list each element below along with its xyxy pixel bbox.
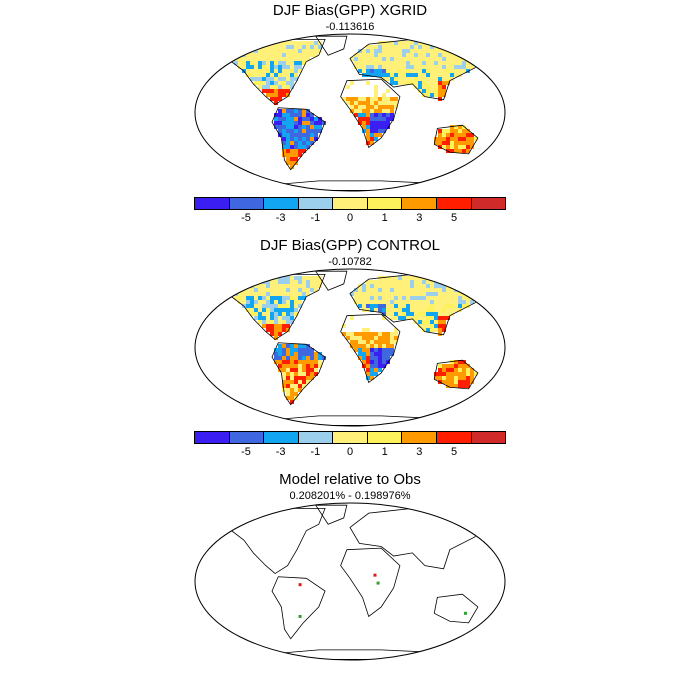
coastline-northAmerica <box>230 507 326 575</box>
coastline-northAmerica <box>230 273 326 341</box>
coastline-africa <box>340 78 401 149</box>
colorbar-swatch <box>333 432 368 443</box>
panel1-map <box>194 33 506 192</box>
coastline-greenland <box>314 35 348 56</box>
colorbar-swatch <box>367 198 403 209</box>
panel1-subtitle: -0.113616 <box>325 21 375 33</box>
colorbar-swatch <box>229 198 265 209</box>
coastline-southAmerica <box>271 107 326 171</box>
colorbar-swatch <box>264 432 299 443</box>
colorbar-tick-label: 5 <box>450 446 458 458</box>
colorbar-swatch <box>436 432 472 443</box>
panel2-colorbar <box>194 431 506 444</box>
colorbar-tick-label: -1 <box>310 212 321 224</box>
coastline-greenland <box>314 270 348 291</box>
panel1-title: DJF Bias(GPP) XGRID <box>272 2 428 19</box>
coastline-northAmerica <box>230 38 326 106</box>
relative-marker <box>373 573 377 577</box>
colorbar-tick-label: 0 <box>346 446 354 458</box>
colorbar-tick-label: -3 <box>275 212 286 224</box>
map-land-layer <box>230 35 488 191</box>
map-land-layer <box>230 504 488 660</box>
colorbar-tick-label: -5 <box>241 446 251 458</box>
colorbar-tick-label: 3 <box>416 446 423 458</box>
colorbar-swatch <box>471 198 506 209</box>
colorbar-tick-label: 1 <box>381 446 388 458</box>
colorbar-tick-label: -1 <box>310 446 321 458</box>
panel2-subtitle: -0.10782 <box>328 256 372 268</box>
colorbar-swatch <box>298 198 334 209</box>
coastline-australia <box>433 359 479 390</box>
colorbar-swatch <box>229 432 265 443</box>
coastline-australia <box>433 124 479 155</box>
map-land-layer <box>230 270 488 426</box>
coastline-africa <box>340 547 401 618</box>
colorbar-swatch <box>402 198 437 209</box>
panel1-colorbar <box>194 197 506 210</box>
relative-marker <box>298 583 302 587</box>
map-border <box>194 33 506 192</box>
panel2-map <box>194 268 506 427</box>
colorbar-tick-label: 3 <box>416 212 423 224</box>
map-border <box>194 268 506 427</box>
map-border <box>194 502 506 661</box>
coastline-australia <box>433 593 479 624</box>
coastline-southAmerica <box>271 576 326 640</box>
coastline-eurasia <box>349 507 488 570</box>
colorbar-swatch <box>298 432 334 443</box>
colorbar-swatch <box>471 432 506 443</box>
colorbar-swatch <box>436 198 472 209</box>
panel2-title: DJF Bias(GPP) CONTROL <box>259 237 440 254</box>
colorbar-swatch <box>367 432 403 443</box>
colorbar-tick-label: 0 <box>346 212 354 224</box>
coastline-greenland <box>314 504 348 525</box>
colorbar-swatch <box>264 198 299 209</box>
colorbar-swatch <box>195 432 230 443</box>
relative-marker <box>463 611 467 615</box>
panel1-colorbar-ticks: -5 -3 -1 0 1 3 5 <box>194 211 506 225</box>
colorbar-swatch <box>195 198 230 209</box>
panel3-title: Model relative to Obs <box>279 471 421 488</box>
panel2-colorbar-ticks: -5 -3 -1 0 1 3 5 <box>194 445 506 459</box>
relative-marker <box>298 614 302 618</box>
colorbar-swatch <box>402 432 437 443</box>
panel3-map <box>194 502 506 661</box>
colorbar-tick-label: 1 <box>381 212 388 224</box>
colorbar-swatch <box>333 198 368 209</box>
colorbar-tick-label: -3 <box>275 446 286 458</box>
colorbar-tick-label: 5 <box>450 212 458 224</box>
colorbar-tick-label: -5 <box>241 212 251 224</box>
panel3-subtitle: 0.208201% - 0.198976% <box>289 490 411 502</box>
relative-marker <box>376 581 380 585</box>
coastline-southAmerica <box>271 342 326 406</box>
coastline-africa <box>340 313 401 384</box>
